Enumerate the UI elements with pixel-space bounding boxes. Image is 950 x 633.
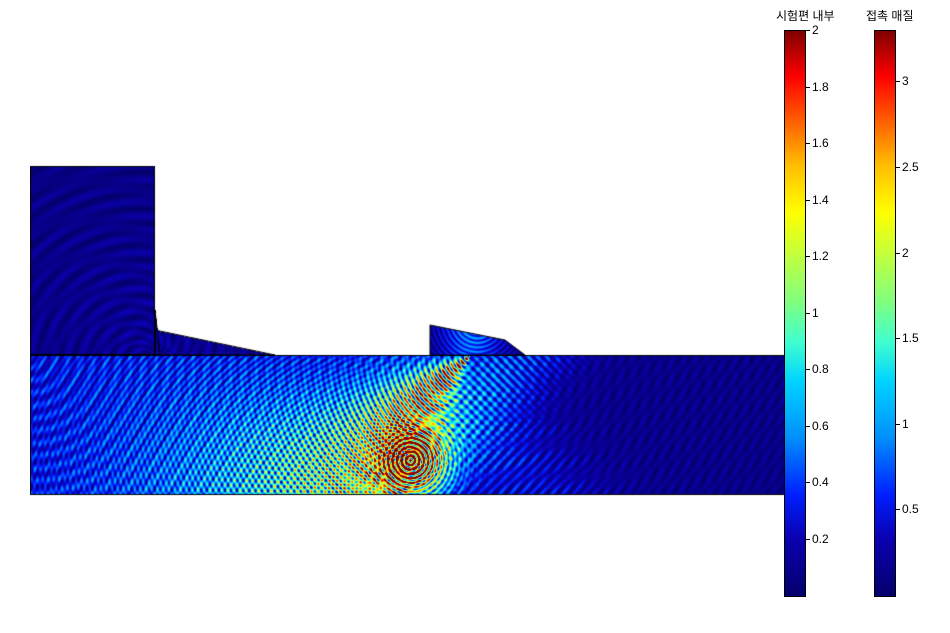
colorbar-tick — [806, 256, 810, 257]
colorbar-tick-label: 0.5 — [902, 502, 919, 516]
colorbar-tick — [896, 509, 900, 510]
colorbar-couplant-gradient — [874, 30, 896, 597]
colorbar-tick — [896, 253, 900, 254]
colorbar-tick — [806, 200, 810, 201]
colorbar-tick-label: 1.8 — [812, 80, 829, 94]
colorbar-tick-label: 0.2 — [812, 532, 829, 546]
colorbar-tick — [806, 369, 810, 370]
colorbar-tick-label: 1.4 — [812, 193, 829, 207]
colorbar-couplant: 접촉 매질 0.511.522.53 — [874, 5, 930, 603]
colorbar-tick — [806, 482, 810, 483]
colorbar-tick — [806, 426, 810, 427]
colorbar-tick-label: 0.6 — [812, 419, 829, 433]
colorbar-tick-label: 1 — [902, 417, 909, 431]
colorbar-tick — [896, 167, 900, 168]
colorbar-tick — [806, 143, 810, 144]
colorbar-tick — [806, 313, 810, 314]
colorbar-tick — [896, 81, 900, 82]
colorbar-tick — [896, 338, 900, 339]
colorbar-tick-label: 1.5 — [902, 331, 919, 345]
field-canvas — [30, 20, 785, 540]
colorbar-tick — [806, 539, 810, 540]
colorbar-couplant-title: 접촉 매질 — [866, 7, 946, 24]
colorbar-tick-label: 1.6 — [812, 136, 829, 150]
colorbar-specimen-title: 시험편 내부 — [776, 7, 856, 24]
simulation-plot — [30, 20, 785, 540]
colorbar-tick-label: 0.4 — [812, 475, 829, 489]
colorbar-tick — [806, 30, 810, 31]
colorbar-specimen-gradient — [784, 30, 806, 597]
colorbar-tick-label: 0.8 — [812, 362, 829, 376]
colorbar-tick-label: 1 — [812, 306, 819, 320]
colorbar-tick-label: 2 — [812, 23, 819, 37]
colorbar-tick-label: 3 — [902, 74, 909, 88]
colorbar-specimen: 시험편 내부 0.20.40.60.811.21.41.61.82 — [784, 5, 840, 603]
colorbar-tick-label: 2.5 — [902, 160, 919, 174]
colorbar-tick — [896, 424, 900, 425]
colorbar-tick-label: 1.2 — [812, 249, 829, 263]
colorbar-tick — [806, 87, 810, 88]
colorbar-tick-label: 2 — [902, 246, 909, 260]
